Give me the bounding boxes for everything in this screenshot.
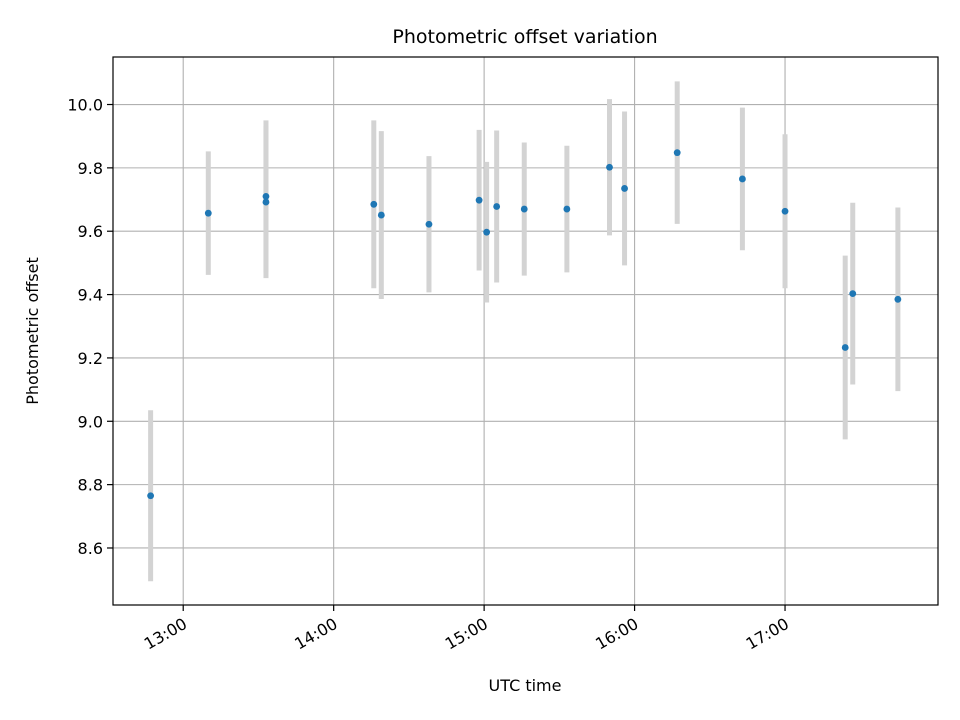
data-point: [425, 220, 433, 228]
data-points: [147, 149, 902, 500]
y-tick-label: 9.4: [78, 286, 103, 305]
y-tick-label: 9.6: [78, 222, 103, 241]
y-tick-label: 9.8: [78, 159, 103, 178]
data-point: [204, 209, 212, 217]
data-point: [483, 228, 491, 236]
data-point: [377, 211, 385, 219]
data-point: [262, 192, 270, 200]
data-point: [781, 207, 789, 215]
data-point: [606, 163, 613, 171]
data-point: [894, 295, 902, 303]
data-point: [673, 149, 681, 157]
y-axis-ticks: 8.6 8.8 9.0 9.2 9.4 9.6 9.8 10.0: [67, 96, 113, 558]
data-point: [370, 200, 378, 208]
y-tick-label: 8.6: [78, 539, 103, 558]
data-point: [621, 185, 628, 192]
data-point: [739, 175, 746, 183]
plot-area: [113, 57, 938, 605]
y-tick-label: 9.2: [78, 349, 103, 368]
data-point: [841, 344, 849, 351]
y-axis-label: Photometric offset: [23, 257, 42, 405]
y-tick-label: 8.8: [78, 476, 103, 495]
data-point: [475, 196, 483, 204]
x-axis-label: UTC time: [489, 676, 562, 695]
data-point: [563, 205, 571, 213]
data-point: [849, 290, 857, 298]
data-point: [262, 198, 270, 206]
y-tick-label: 9.0: [78, 412, 103, 431]
y-tick-label: 10.0: [67, 96, 103, 115]
data-point: [147, 492, 155, 500]
data-point: [520, 205, 528, 213]
data-point: [493, 203, 501, 210]
chart-title: Photometric offset variation: [392, 26, 657, 48]
plot-frame: [112, 56, 939, 606]
